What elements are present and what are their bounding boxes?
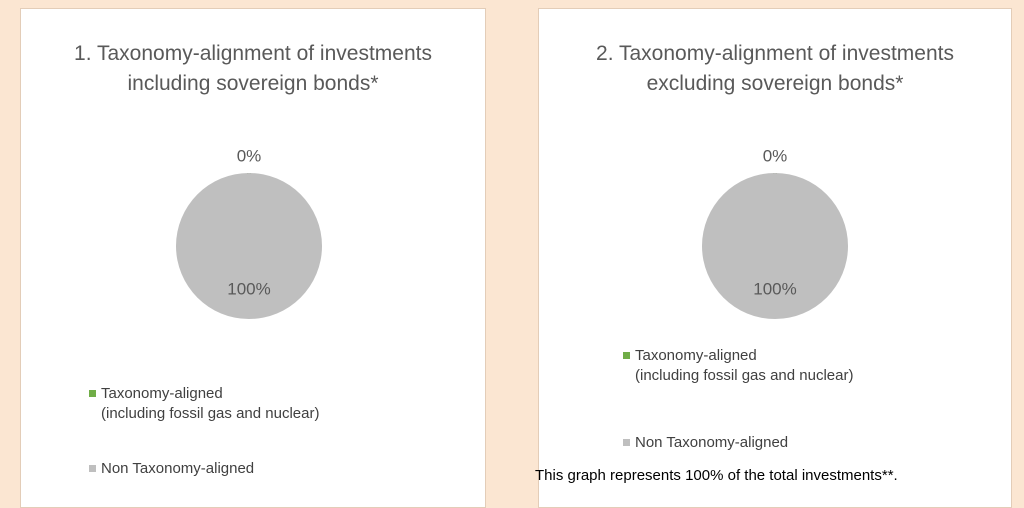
legend-swatch	[623, 352, 630, 359]
data-label: 0%	[763, 146, 788, 165]
legend-label: Non Taxonomy-aligned	[101, 460, 255, 477]
pie-slice	[176, 173, 322, 319]
legend-swatch	[623, 439, 630, 446]
legend-swatch	[89, 465, 96, 472]
legend-label: Non Taxonomy-aligned	[635, 434, 789, 451]
legend-label: Taxonomy-aligned (including fossil gas a…	[101, 385, 320, 422]
chart-title: 2. Taxonomy-alignment of investments exc…	[596, 42, 954, 95]
chart-panel: 0% 100% 1. Taxonomy-alignment of investmen…	[20, 8, 486, 508]
page: {"chart_data": [ {"type": "pie", "title"…	[20, 8, 1012, 508]
data-label: 100%	[753, 279, 796, 298]
legend-item: Non Taxonomy-aligned	[89, 459, 254, 479]
data-label: 0%	[237, 146, 262, 165]
legend-label: Taxonomy-aligned (including fossil gas a…	[635, 347, 854, 384]
chart-title: 1. Taxonomy-alignment of investments inc…	[74, 42, 432, 95]
footnote: This graph represents 100% of the total …	[535, 467, 898, 484]
legend-swatch	[89, 390, 96, 397]
pie-chart: 0% 100%	[702, 146, 848, 319]
legend-item: Taxonomy-aligned (including fossil gas a…	[623, 346, 853, 386]
pie-slice	[702, 173, 848, 319]
legend-item: Taxonomy-aligned (including fossil gas a…	[89, 384, 319, 424]
pie-chart: 0% 100%	[176, 146, 322, 319]
data-label: 100%	[227, 279, 270, 298]
legend-item: Non Taxonomy-aligned	[623, 433, 788, 453]
chart-panel: 0% 100% 2. Taxonomy-alignment of investmen…	[535, 8, 1012, 508]
